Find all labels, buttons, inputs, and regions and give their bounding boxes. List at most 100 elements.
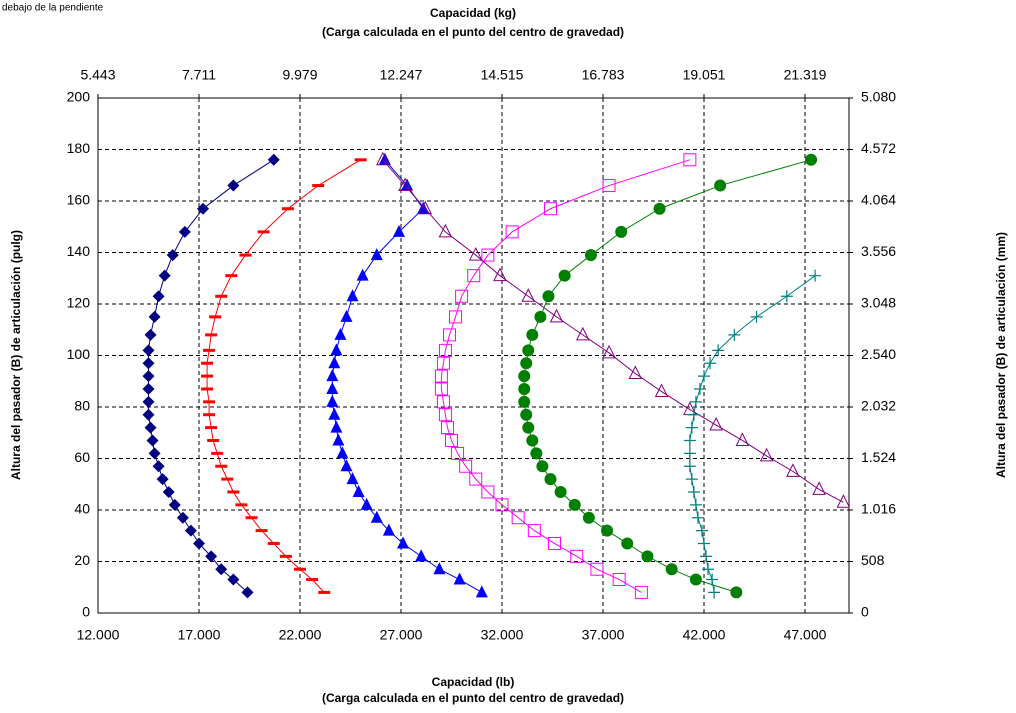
marker [685, 421, 698, 434]
y-tick-label: 40 [74, 501, 90, 517]
marker [495, 498, 509, 512]
marker [683, 460, 696, 473]
marker [168, 498, 181, 511]
marker [211, 451, 224, 455]
marker [267, 541, 280, 545]
marker [306, 578, 319, 582]
y-tick-label: 180 [67, 140, 91, 156]
marker [346, 289, 359, 302]
marker [812, 481, 826, 495]
marker [318, 590, 331, 594]
marker [590, 562, 604, 576]
marker [148, 447, 161, 460]
x-tick-label: 32.000 [481, 627, 524, 643]
marker [356, 268, 369, 281]
marker [346, 472, 359, 485]
marker [225, 274, 238, 278]
marker [326, 394, 339, 407]
marker [641, 550, 654, 563]
series-line [523, 159, 812, 593]
marker [536, 460, 549, 473]
marker [235, 503, 248, 507]
marker [142, 357, 155, 370]
marker [257, 230, 270, 234]
y2-tick-label: 3.556 [861, 243, 896, 259]
x-tick-label: 17.000 [178, 627, 221, 643]
marker [267, 153, 280, 166]
marker [481, 485, 495, 499]
marker [201, 387, 214, 391]
marker [602, 179, 616, 193]
marker [227, 573, 240, 586]
marker [836, 494, 849, 508]
marker [142, 382, 155, 395]
marker [602, 344, 616, 359]
marker [328, 356, 341, 369]
marker [683, 447, 696, 460]
marker [440, 421, 454, 435]
marker [330, 343, 343, 356]
marker [634, 585, 648, 599]
x2-tick-label: 21.319 [784, 67, 827, 83]
plot-frame [97, 97, 850, 614]
y-tick-label: 20 [74, 552, 90, 568]
marker [144, 328, 157, 341]
marker [520, 357, 533, 370]
marker [534, 310, 547, 323]
x2-tick-label: 7.711 [182, 67, 216, 83]
x2-tick-label: 5.443 [80, 67, 115, 83]
marker [493, 267, 507, 282]
marker [704, 357, 717, 370]
marker [340, 459, 353, 472]
marker [146, 434, 159, 447]
series-line [331, 159, 483, 593]
series-line [440, 159, 691, 593]
marker [689, 498, 702, 511]
marker [526, 328, 539, 341]
marker [203, 413, 216, 417]
marker [241, 586, 254, 599]
y2-tick-label: 4.064 [861, 192, 896, 208]
x2-tick-label: 12.247 [380, 67, 423, 83]
marker [176, 511, 189, 524]
marker [328, 407, 341, 420]
marker [162, 485, 175, 498]
marker [166, 249, 179, 262]
marker [687, 408, 700, 421]
marker [442, 328, 456, 342]
y-tick-label: 120 [67, 295, 91, 311]
marker [354, 158, 367, 162]
y2-tick-label: 1.016 [861, 501, 896, 517]
marker [522, 421, 535, 434]
marker [709, 416, 723, 431]
y-tick-label: 0 [82, 604, 90, 620]
marker [178, 225, 191, 238]
y2-tick-label: 3.048 [861, 295, 896, 311]
marker [370, 248, 383, 261]
marker [542, 290, 555, 303]
marker [158, 269, 171, 282]
marker [197, 202, 210, 215]
series-line [206, 159, 361, 593]
marker [518, 395, 531, 408]
marker [142, 395, 155, 408]
marker [142, 370, 155, 383]
y-tick-label: 80 [74, 398, 90, 414]
y2-tick-label: 508 [861, 552, 885, 568]
marker [326, 381, 339, 394]
marker [750, 310, 763, 323]
marker [209, 315, 222, 319]
marker [653, 202, 666, 215]
marker [142, 344, 155, 357]
marker [207, 438, 220, 442]
marker [714, 179, 727, 192]
marker [434, 369, 448, 383]
marker [628, 365, 643, 380]
marker [279, 554, 292, 558]
marker [201, 374, 214, 378]
y-label: Altura del pasador (B) de articulación (… [9, 230, 23, 480]
marker [281, 207, 294, 211]
marker [730, 586, 743, 599]
marker [415, 549, 428, 562]
marker [436, 356, 450, 370]
